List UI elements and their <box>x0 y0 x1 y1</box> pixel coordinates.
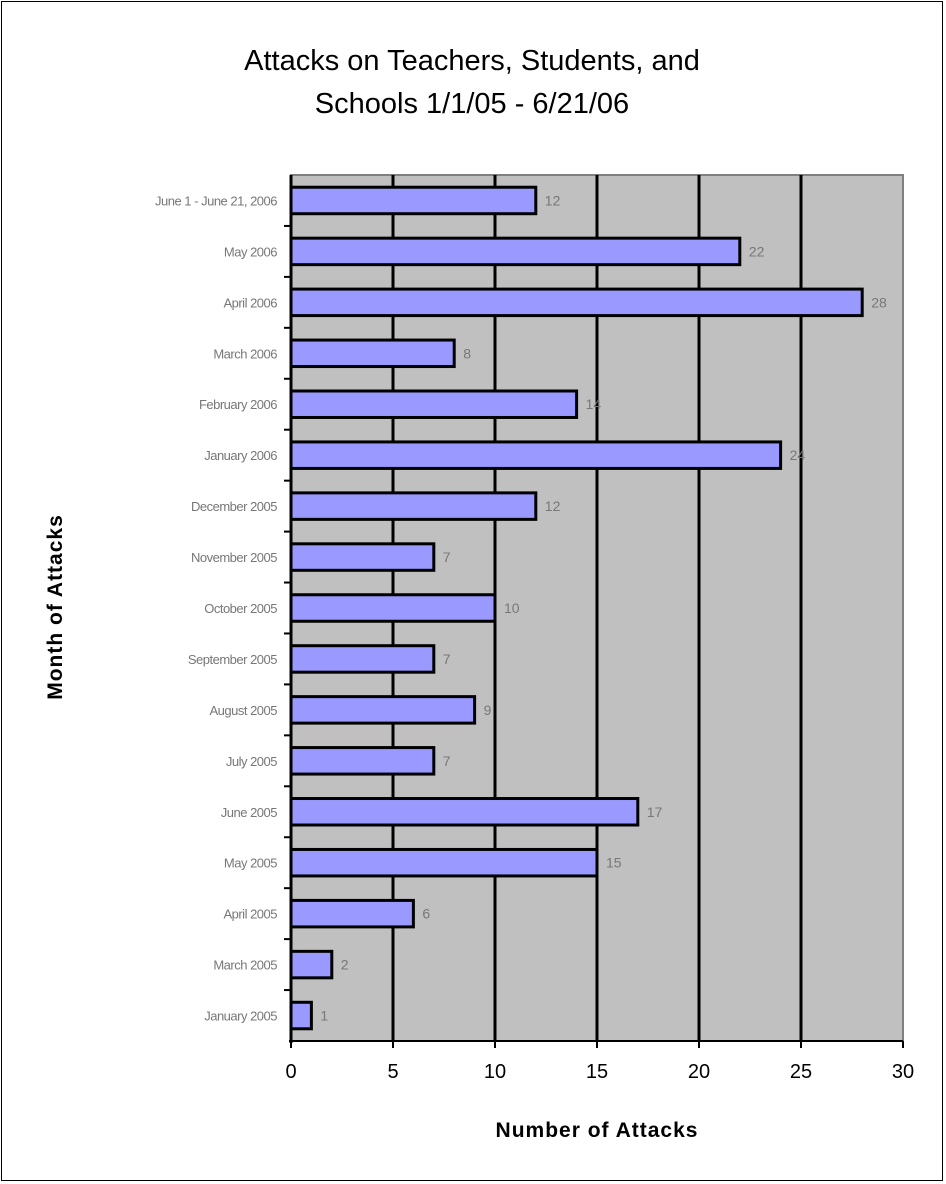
category-label: August 2005 <box>209 703 277 718</box>
category-label: June 2005 <box>221 805 277 820</box>
x-axis-label: Number of Attacks <box>496 1119 699 1142</box>
category-label: October 2005 <box>204 601 277 616</box>
category-label: May 2006 <box>224 244 277 259</box>
data-label: 12 <box>545 498 561 514</box>
bar <box>289 287 864 318</box>
chart-title-line-2: Schools 1/1/05 - 6/21/06 <box>315 88 629 120</box>
data-label: 7 <box>443 753 451 769</box>
x-tick-label: 5 <box>387 1061 398 1083</box>
category-label: November 2005 <box>191 550 277 565</box>
bar <box>289 542 436 572</box>
category-label: April 2005 <box>223 907 277 922</box>
x-tick-label: 10 <box>484 1061 506 1083</box>
bar <box>289 847 599 878</box>
category-label: March 2006 <box>213 346 277 361</box>
bar <box>289 593 497 623</box>
bar <box>289 491 538 521</box>
x-tick-label: 30 <box>892 1061 914 1083</box>
bar <box>289 898 415 929</box>
bar <box>289 236 742 267</box>
data-label: 22 <box>749 243 765 259</box>
data-label: 24 <box>790 447 806 463</box>
data-label: 12 <box>545 192 561 208</box>
bar <box>289 644 436 674</box>
category-label: March 2005 <box>213 958 277 973</box>
x-tick-label: 25 <box>790 1061 812 1083</box>
category-label: February 2006 <box>199 397 277 412</box>
data-label: 6 <box>422 906 430 922</box>
data-label: 15 <box>606 855 622 871</box>
x-tick-label: 0 <box>285 1061 296 1083</box>
data-label: 28 <box>871 294 887 310</box>
category-label: June 1 - June 21, 2006 <box>155 193 277 208</box>
bar <box>289 1000 313 1031</box>
data-label: 2 <box>341 957 349 973</box>
data-label: 7 <box>443 549 451 565</box>
data-label: 17 <box>647 804 663 820</box>
category-label: December 2005 <box>191 499 277 514</box>
data-label: 1 <box>320 1008 328 1024</box>
x-tick-label: 20 <box>688 1061 710 1083</box>
category-label: January 2005 <box>204 1009 277 1024</box>
y-axis-label: Month of Attacks <box>44 514 67 700</box>
bar <box>289 695 477 725</box>
category-label: April 2006 <box>223 295 277 310</box>
bar <box>289 797 640 827</box>
chart-title-line-1: Attacks on Teachers, Students, and <box>244 45 700 77</box>
category-label: September 2005 <box>188 652 277 667</box>
bar <box>289 949 334 980</box>
bar <box>289 338 456 369</box>
data-label: 14 <box>586 396 602 412</box>
category-label: January 2006 <box>204 448 277 463</box>
data-label: 9 <box>484 702 492 718</box>
category-label: May 2005 <box>224 856 277 871</box>
bar <box>289 389 579 419</box>
data-label: 8 <box>463 345 471 361</box>
x-tick-label: 15 <box>586 1061 608 1083</box>
bar <box>289 440 783 470</box>
data-label: 7 <box>443 651 451 667</box>
category-label: July 2005 <box>226 754 277 769</box>
bar <box>289 185 538 216</box>
data-label: 10 <box>504 600 520 616</box>
bar <box>289 746 436 776</box>
